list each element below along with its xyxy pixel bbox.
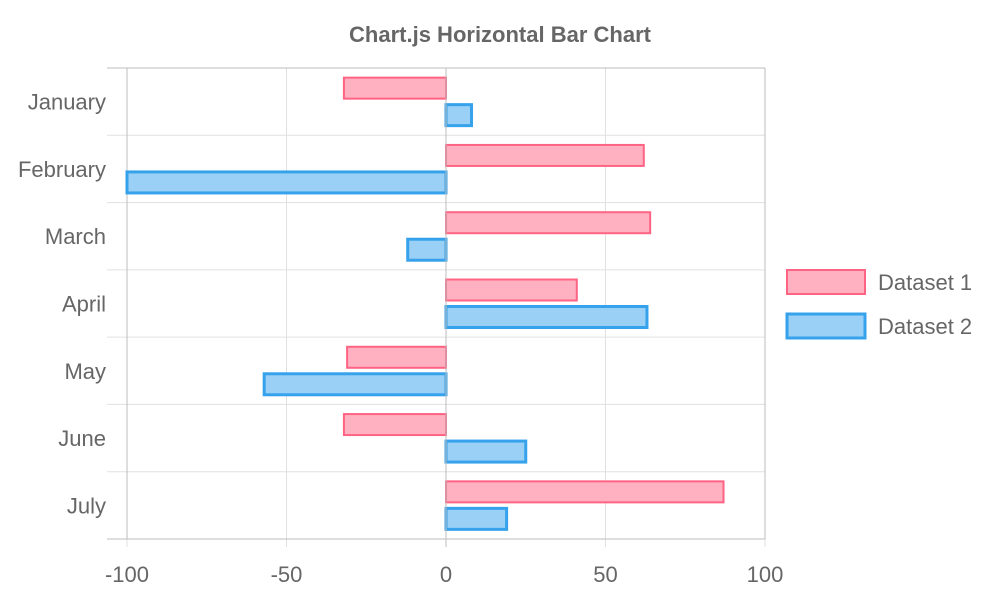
bar-1-may[interactable] [346, 345, 447, 369]
x-tick-label: -100 [105, 562, 149, 587]
bar-2-july[interactable] [444, 506, 509, 531]
y-tick-label: June [58, 426, 106, 451]
bar-2-june[interactable] [444, 439, 528, 464]
bar-1-march[interactable] [445, 211, 652, 235]
y-tick-label: March [45, 224, 106, 249]
bar-1-april[interactable] [445, 278, 578, 302]
bar-2-january[interactable] [444, 103, 474, 128]
x-tick-label: 50 [593, 562, 617, 587]
bar-2-march[interactable] [406, 237, 448, 262]
y-tick-label: February [18, 157, 106, 182]
legend-label-1[interactable]: Dataset 1 [878, 270, 972, 295]
grid-layer [107, 67, 766, 547]
legend-label-2[interactable]: Dataset 2 [878, 314, 972, 339]
bar-1-june[interactable] [342, 413, 448, 437]
bar-1-february[interactable] [445, 143, 645, 167]
legend-swatch-2[interactable] [785, 312, 867, 340]
bar-1-january[interactable] [342, 76, 448, 100]
legend[interactable]: Dataset 1 Dataset 2 [785, 269, 972, 340]
y-tick-label: May [64, 359, 106, 384]
bar-2-may[interactable] [262, 372, 448, 397]
legend-swatch-1[interactable] [786, 269, 866, 295]
y-tick-label: July [67, 493, 106, 518]
chart-title: Chart.js Horizontal Bar Chart [349, 22, 652, 47]
x-tick-label: 100 [747, 562, 784, 587]
bar-2-april[interactable] [444, 305, 649, 329]
bar-2-february[interactable] [125, 170, 448, 195]
y-tick-label: January [28, 90, 106, 115]
axis-layer: -100 -50 0 50 100 January February March April Ma… [18, 68, 783, 587]
bars-layer [125, 76, 725, 531]
x-tick-label: -50 [271, 562, 303, 587]
bar-1-july[interactable] [445, 480, 725, 504]
x-tick-label: 0 [440, 562, 452, 587]
y-tick-label: April [62, 292, 106, 317]
